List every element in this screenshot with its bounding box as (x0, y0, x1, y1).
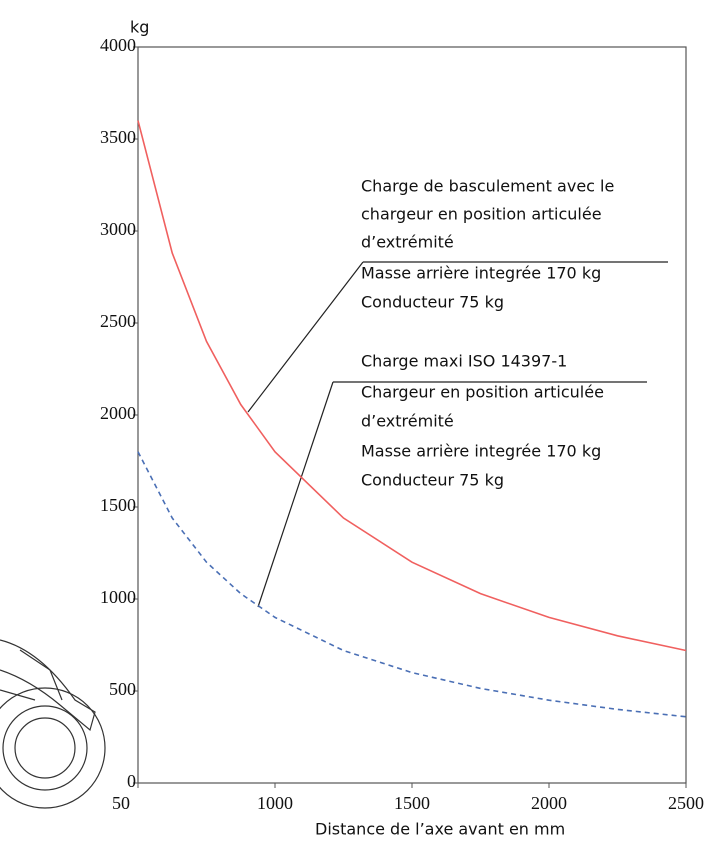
tractor-drawing (0, 640, 105, 808)
x-tick-label: 2500 (668, 793, 704, 813)
y-tick-label: 0 (127, 771, 136, 791)
x-tick-label: 1500 (394, 793, 430, 813)
x-tick-label: 1000 (257, 793, 293, 813)
chart: kg Distance de l’axe avant en mm 0 500 100… (0, 0, 710, 841)
annotation-line: Masse arrière integrée 170 kg (361, 264, 601, 283)
annotation-line: Conducteur 75 kg (361, 293, 504, 312)
annotation-line: Conducteur 75 kg (361, 471, 504, 490)
y-tick-label: 4000 (100, 35, 136, 55)
y-tick-label: 3000 (100, 219, 136, 239)
annotation-line: chargeur en position articulée (361, 205, 602, 224)
leader-lines (248, 262, 668, 607)
annotation-line: d’extrémité (361, 412, 454, 431)
y-tick-label: 2500 (100, 311, 136, 331)
x-tick-label: 50 (112, 793, 130, 813)
x-axis-label: Distance de l’axe avant en mm (315, 820, 565, 839)
annotation-line: Charge maxi ISO 14397-1 (361, 352, 567, 371)
annotation-line: Charge de basculement avec le (361, 177, 614, 196)
y-tick-label: 3500 (100, 127, 136, 147)
y-axis-label: kg (130, 18, 149, 37)
annotation-line: d’extrémité (361, 233, 454, 252)
y-tick-label: 500 (109, 679, 136, 699)
y-tick-label: 1500 (100, 495, 136, 515)
x-tick-label: 2000 (531, 793, 567, 813)
annotation-line: Masse arrière integrée 170 kg (361, 442, 601, 461)
y-tick-label: 1000 (100, 587, 136, 607)
series-line (138, 452, 686, 717)
annotation-line: Chargeur en position articulée (361, 383, 604, 402)
y-tick-label: 2000 (100, 403, 136, 423)
